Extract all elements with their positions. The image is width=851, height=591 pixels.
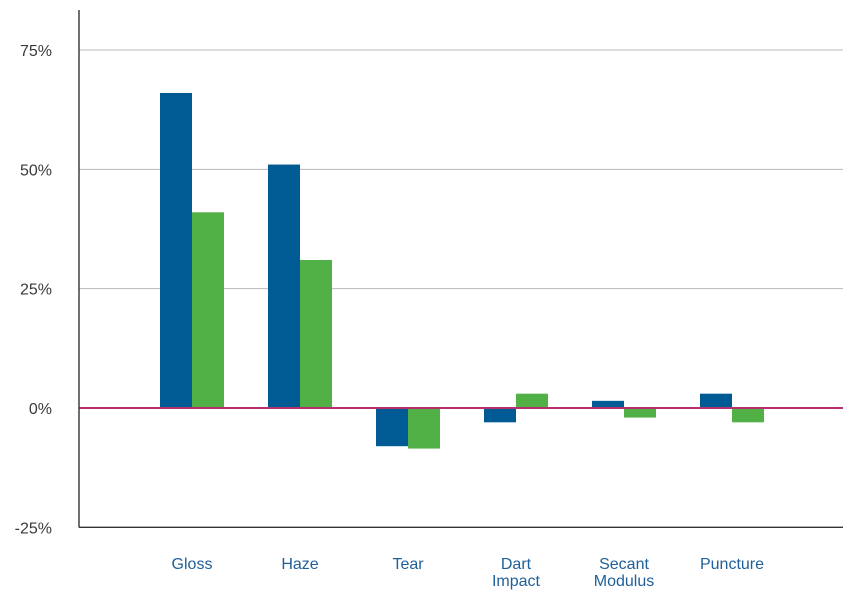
x-category-label-line: Puncture: [700, 556, 764, 573]
bar-series-1-puncture: [700, 393, 732, 408]
y-tick-label: 50%: [20, 162, 52, 179]
y-tick-label: 0%: [29, 401, 52, 418]
y-axis-ticks: -25% 0% 25% 50% 75%: [15, 43, 52, 537]
x-category-label: Puncture: [700, 556, 764, 573]
bar-series-1-secant-modulus: [592, 400, 624, 408]
x-category-label: Haze: [281, 556, 318, 573]
x-category-label-line: Haze: [281, 556, 318, 573]
x-category-label-line: Modulus: [594, 573, 654, 590]
bar-series-2-secant-modulus: [624, 408, 656, 418]
bars: [160, 92, 764, 449]
bar-series-1-haze: [268, 164, 300, 408]
bar-series-1-gloss: [160, 92, 192, 409]
y-tick-label: 75%: [20, 43, 52, 60]
bar-series-2-gloss: [192, 212, 224, 408]
bar-series-2-dart-impact: [516, 393, 548, 408]
y-tick-label: 25%: [20, 282, 52, 299]
bar-series-1-tear: [376, 408, 408, 447]
bar-series-1-dart-impact: [484, 408, 516, 423]
x-category-label: Tear: [392, 556, 424, 573]
x-category-label-line: Tear: [392, 556, 424, 573]
bar-series-2-tear: [408, 408, 440, 449]
bar-series-2-puncture: [732, 408, 764, 423]
x-category-label-line: Impact: [492, 573, 541, 590]
x-category-label-line: Secant: [599, 556, 649, 573]
bar-series-2-haze: [300, 260, 332, 408]
x-category-label: Secant Modulus: [594, 556, 654, 590]
x-category-label: Dart Impact: [492, 556, 541, 590]
x-category-label-line: Dart: [501, 556, 532, 573]
x-axis-category-labels: Gloss Haze Tear Dart Impact Secant Modulus Punc…: [172, 556, 765, 590]
x-category-label: Gloss: [172, 556, 213, 573]
y-tick-label: -25%: [15, 520, 52, 537]
x-category-label-line: Gloss: [172, 556, 213, 573]
